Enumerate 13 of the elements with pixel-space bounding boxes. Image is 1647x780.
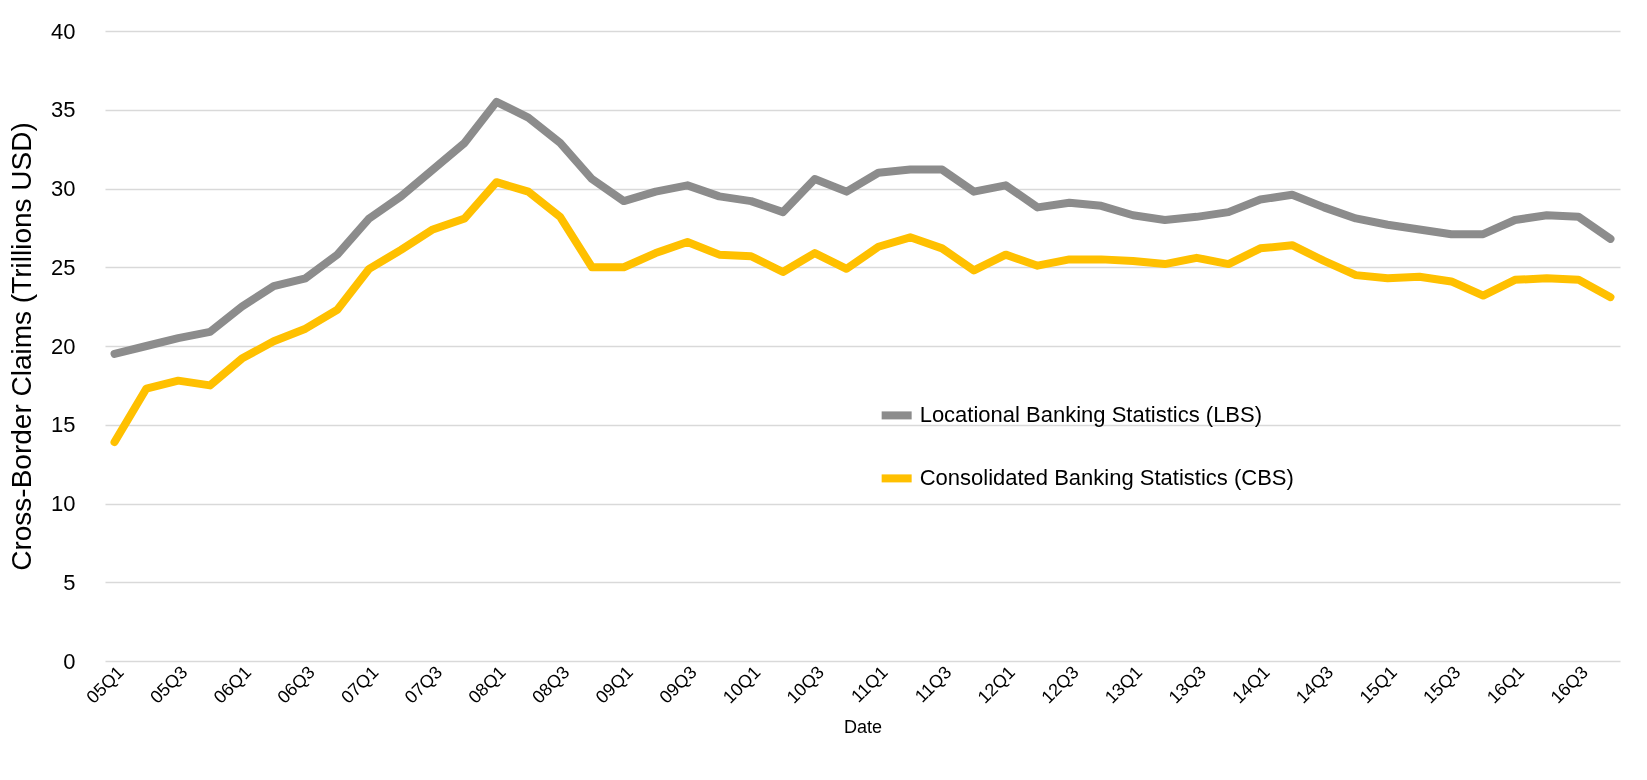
y-tick-label: 30 [51, 176, 76, 201]
x-axis-title: Date [843, 717, 883, 738]
y-tick-label: 40 [51, 18, 76, 44]
y-tick-label: 15 [51, 412, 76, 438]
y-tick-label: 0 [63, 648, 76, 674]
legend-label: Consolidated Banking Statistics (CBS) [919, 465, 1294, 491]
y-tick-label: 25 [51, 254, 76, 280]
y-tick-label: 20 [51, 333, 76, 359]
legend-label: Locational Banking Statistics (LBS) [919, 402, 1263, 428]
y-tick-label: 5 [63, 569, 76, 595]
y-tick-label: 35 [51, 97, 76, 123]
y-axis-title: Cross-Border Claims (Trillions USD) [6, 122, 38, 571]
y-tick-label: 10 [51, 491, 76, 516]
